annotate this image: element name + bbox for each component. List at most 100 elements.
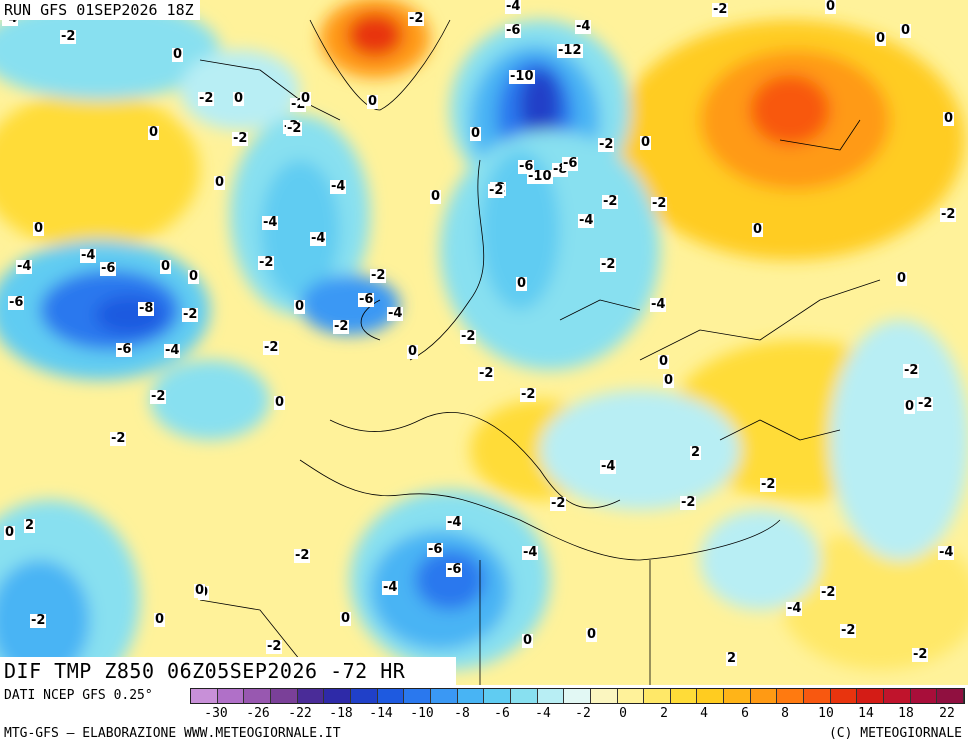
contour-label: 2 <box>726 651 738 666</box>
contour-label: -4 <box>310 231 327 246</box>
contour-label: -2 <box>917 396 934 411</box>
contour-label: -10 <box>527 169 553 184</box>
contour-label: 0 <box>214 175 226 190</box>
contour-label: -2 <box>912 647 929 662</box>
credit-left: MTG-GFS — ELABORAZIONE WWW.METEOGIORNALE… <box>4 726 341 741</box>
contour-label: -4 <box>600 459 617 474</box>
contour-label: 0 <box>194 583 206 598</box>
data-source: DATI NCEP GFS 0.25° <box>4 688 153 703</box>
contour-label: -2 <box>712 2 729 17</box>
contour-label: -2 <box>600 257 617 272</box>
colorbar-tick-label: 6 <box>741 706 749 721</box>
contour-label: 0 <box>172 47 184 62</box>
colorbar-tick-label: -18 <box>329 706 353 721</box>
contour-label: -12 <box>557 43 583 58</box>
contour-label: -2 <box>263 340 280 355</box>
contour-label: -2 <box>598 137 615 152</box>
contour-label: -2 <box>460 329 477 344</box>
colorbar-swatch <box>191 689 218 703</box>
contour-label: -4 <box>578 213 595 228</box>
colorbar-tick-label: -8 <box>454 706 470 721</box>
colorbar-tick-label: -26 <box>246 706 270 721</box>
colorbar-swatch <box>324 689 351 703</box>
colorbar-swatch <box>937 689 965 703</box>
colorbar-swatch <box>270 689 298 703</box>
contour-label: 0 <box>188 269 200 284</box>
colorbar-swatch <box>457 689 485 703</box>
contour-label: -2 <box>110 431 127 446</box>
credit-right: (C) METEOGIORNALE <box>828 726 962 741</box>
contour-label: 0 <box>300 91 312 106</box>
colorbar-swatch <box>297 689 325 703</box>
map-title: DIF TMP Z850 06Z05SEP2026 -72 HR <box>0 657 456 685</box>
colorbar-swatch <box>590 689 618 703</box>
contour-label: -2 <box>488 183 505 198</box>
contour-label: 0 <box>367 94 379 109</box>
temperature-anomaly-map: -4 -2 0 -2 0 -2 -2 0 0 0 -2 -2 0 -4 0 -2 -4 -4 -6 0 -2 -4 -6 -2… <box>0 0 968 685</box>
contour-label: -2 <box>286 121 303 136</box>
contour-label: -2 <box>760 477 777 492</box>
contour-label: -10 <box>509 69 535 84</box>
contour-label: -6 <box>8 295 25 310</box>
contour-label: -4 <box>786 601 803 616</box>
colorbar-swatch <box>910 689 938 703</box>
contour-label: 2 <box>690 445 702 460</box>
contour-label: 0 <box>825 0 837 14</box>
contour-label: 0 <box>148 125 160 140</box>
contour-label: 0 <box>516 276 528 291</box>
contour-label: 0 <box>274 395 286 410</box>
anomaly-fields <box>0 0 968 685</box>
colorbar-tick-label: -10 <box>410 706 434 721</box>
contour-label: -6 <box>358 292 375 307</box>
contour-label: -2 <box>182 307 199 322</box>
footer: DATI NCEP GFS 0.25° -30 -26 -22 -18 -14 -10 -8… <box>0 685 968 745</box>
colorbar-swatch <box>804 689 831 703</box>
contour-label: -6 <box>505 23 522 38</box>
contour-label: -2 <box>520 387 537 402</box>
colorbar-swatch <box>217 689 245 703</box>
contour-label: -2 <box>408 11 425 26</box>
contour-label: 0 <box>896 271 908 286</box>
contour-label: -2 <box>232 131 249 146</box>
colorbar-tick-label: 14 <box>858 706 874 721</box>
colorbar-tick-label: 4 <box>700 706 708 721</box>
contour-label: 0 <box>752 222 764 237</box>
contour-label: -6 <box>116 342 133 357</box>
contour-label: -2 <box>266 639 283 654</box>
colorbar-tick-label: -30 <box>204 706 228 721</box>
contour-label: 2 <box>24 518 36 533</box>
contour-label: -6 <box>100 261 117 276</box>
contour-label: -2 <box>602 194 619 209</box>
colorbar-swatch <box>350 689 378 703</box>
contour-label: 0 <box>900 23 912 38</box>
contour-label: -2 <box>294 548 311 563</box>
contour-label: 0 <box>430 189 442 204</box>
coastlines <box>199 19 881 685</box>
contour-label: 0 <box>522 633 534 648</box>
contour-label: -2 <box>198 91 215 106</box>
contour-label: 0 <box>294 299 306 314</box>
contour-label: -2 <box>478 366 495 381</box>
contour-label: -6 <box>446 562 463 577</box>
contour-label: -4 <box>446 515 463 530</box>
contour-label: 0 <box>658 354 670 369</box>
run-title: RUN GFS 01SEP2026 18Z <box>0 0 200 20</box>
contour-label: -2 <box>903 363 920 378</box>
colorbar-swatch <box>777 689 805 703</box>
contour-label: -2 <box>940 207 957 222</box>
contour-label: 0 <box>233 91 245 106</box>
colorbar-swatch <box>564 689 591 703</box>
colorbar-swatch <box>430 689 458 703</box>
contour-label: -4 <box>650 297 667 312</box>
colorbar-tick-label: 0 <box>619 706 627 721</box>
colorbar-tick-label: 2 <box>660 706 668 721</box>
colorbar-swatch <box>830 689 858 703</box>
colorbar-tick-label: 18 <box>898 706 914 721</box>
colorbar-swatch <box>377 689 405 703</box>
contour-label: 0 <box>160 259 172 274</box>
contour-label: -4 <box>387 306 404 321</box>
contour-label: -2 <box>680 495 697 510</box>
contour-label: -2 <box>333 319 350 334</box>
colorbar-swatch <box>670 689 698 703</box>
contour-label: -6 <box>562 156 579 171</box>
